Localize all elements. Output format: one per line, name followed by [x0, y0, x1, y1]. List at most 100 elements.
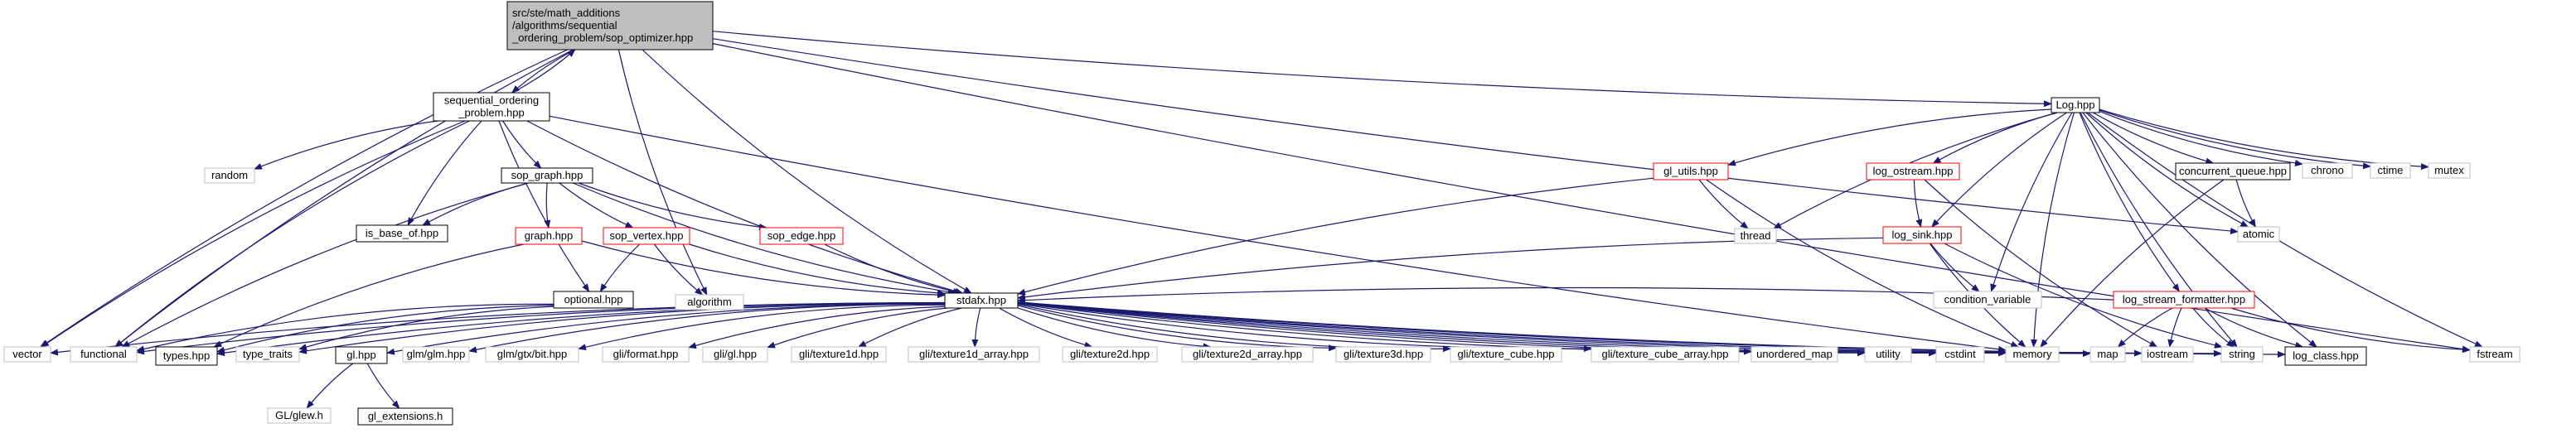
node-logstreamfmt[interactable]: log_stream_formatter.hpp: [2113, 291, 2255, 309]
edge-root-to-fstream: [712, 43, 2471, 353]
node-box-map: [2089, 346, 2126, 363]
edge-sopgraph-to-sopedge: [578, 182, 767, 230]
node-box-logstreamfmt: [2113, 291, 2255, 309]
node-label-ctime-0: ctime: [2377, 164, 2403, 176]
node-chrono: chrono: [2302, 162, 2353, 179]
node-graphhpp[interactable]: graph.hpp: [515, 227, 583, 245]
node-glext[interactable]: gl_extensions.h: [357, 407, 453, 426]
edge-stdafx-to-glitex1d: [857, 307, 962, 348]
node-label-glicubea-0: gli/texture_cube_array.hpp: [1602, 348, 1729, 360]
edge-seqprob-to-random: [254, 120, 438, 170]
node-label-gligl-0: gli/gl.hpp: [714, 348, 757, 360]
node-optional[interactable]: optional.hpp: [553, 291, 634, 309]
node-box-glicubea: [1591, 346, 1740, 363]
node-sopvertex[interactable]: sop_vertex.hpp: [603, 227, 690, 245]
node-label-string-0: string: [2229, 348, 2255, 360]
edge-stdafx-to-glitex1da: [971, 307, 981, 348]
node-box-concqueue: [2175, 162, 2291, 180]
node-glmgtx: glm/gtx/bit.hpp: [485, 346, 579, 363]
edge-glutils-to-thread: [1698, 179, 1749, 229]
node-box-logostream: [1866, 162, 1960, 180]
node-label-sopgraph-0: sop_graph.hpp: [511, 169, 583, 181]
node-label-root-1: /algorithms/sequential: [512, 19, 617, 31]
node-glutils[interactable]: gl_utils.hpp: [1653, 162, 1729, 180]
edge-sopgraph-to-functional: [121, 182, 529, 348]
edge-stdafx-to-map: [1017, 301, 2091, 357]
node-label-vector-0: vector: [12, 348, 42, 360]
node-glew: GL/glew.h: [267, 407, 332, 424]
edge-concqueue-to-memory: [2040, 179, 2225, 348]
edge-stdafx-to-utility: [1017, 302, 1866, 357]
node-label-algorithm-0: algorithm: [687, 296, 731, 308]
edge-sopvertex-to-algorithm: [654, 243, 704, 296]
node-label-utility-0: utility: [1876, 348, 1901, 360]
node-label-isbase-0: is_base_of.hpp: [366, 227, 438, 239]
node-glicube: gli/texture_cube.hpp: [1450, 346, 1562, 363]
edge-loghpp-to-logclass: [2082, 112, 2317, 348]
node-sopgraph[interactable]: sop_graph.hpp: [501, 167, 593, 184]
node-box-ctime: [2370, 162, 2411, 179]
node-root[interactable]: src/ste/math_additions/algorithms/sequen…: [506, 1, 714, 51]
node-seqprob[interactable]: sequential_ordering_problem.hpp: [433, 92, 550, 122]
node-box-glitex2da: [1181, 346, 1314, 363]
node-label-seqprob-0: sequential_ordering: [444, 94, 539, 107]
node-box-glitex1da: [908, 346, 1040, 363]
node-label-root-2: _ordering_problem/sop_optimizer.hpp: [511, 31, 693, 44]
node-label-logclass-0: log_class.hpp: [2293, 349, 2359, 362]
node-box-optional: [553, 291, 634, 309]
node-types[interactable]: types.hpp: [155, 346, 218, 366]
node-algorithm: algorithm: [675, 294, 744, 310]
node-glhpp[interactable]: gl.hpp: [335, 346, 388, 364]
node-logclass[interactable]: log_class.hpp: [2284, 346, 2367, 366]
node-box-iostream: [2141, 346, 2194, 363]
node-label-logostream-0: log_ostream.hpp: [1873, 165, 1954, 177]
node-glmglm: glm/glm.hpp: [402, 346, 470, 363]
node-memory: memory: [2005, 346, 2060, 363]
node-logostream[interactable]: log_ostream.hpp: [1866, 162, 1960, 180]
edge-logostream-to-logsink: [1913, 179, 1923, 228]
node-iostream: iostream: [2141, 346, 2194, 363]
edge-loghpp-to-atomic: [2085, 112, 2249, 228]
node-label-types-0: types.hpp: [163, 349, 210, 362]
node-label-glew-0: GL/glew.h: [275, 409, 323, 421]
node-concqueue[interactable]: concurrent_queue.hpp: [2175, 162, 2291, 180]
node-ctime: ctime: [2370, 162, 2411, 179]
node-label-typetraits-0: type_traits: [243, 348, 293, 360]
node-sopedge[interactable]: sop_edge.hpp: [759, 227, 844, 245]
node-label-glitex2da-0: gli/texture2d_array.hpp: [1193, 348, 1302, 360]
node-box-glext: [357, 407, 453, 426]
node-label-loghpp-0: Log.hpp: [2056, 99, 2095, 111]
node-label-root-0: src/ste/math_additions: [512, 7, 621, 19]
node-thread: thread: [1734, 228, 1777, 244]
node-loghpp[interactable]: Log.hpp: [2051, 97, 2100, 113]
edge-loghpp-to-logstreamfmt: [2079, 112, 2180, 292]
node-label-atomic-0: atomic: [2243, 228, 2275, 240]
node-stdafx[interactable]: stdafx.hpp: [944, 292, 1019, 309]
node-glitex2d: gli/texture2d.hpp: [1062, 346, 1158, 363]
node-vector: vector: [3, 346, 51, 363]
node-label-mutex-0: mutex: [2434, 164, 2464, 176]
node-label-glutils-0: gl_utils.hpp: [1663, 165, 1718, 177]
node-box-logclass: [2284, 346, 2367, 366]
edges-layer: [40, 31, 2483, 409]
node-umap: unordered_map: [1750, 346, 1838, 363]
node-box-random: [204, 167, 255, 184]
node-functional: functional: [70, 346, 138, 363]
edge-graphhpp-to-stdafx: [581, 240, 946, 299]
node-isbase[interactable]: is_base_of.hpp: [356, 224, 448, 243]
edge-loghpp-to-fstream: [2087, 112, 2483, 348]
node-box-chrono: [2302, 162, 2353, 179]
node-logsink[interactable]: log_sink.hpp: [1882, 226, 1962, 244]
node-label-chrono-0: chrono: [2311, 164, 2344, 176]
edge-seqprob-to-vector: [41, 120, 466, 348]
node-label-glitex1da-0: gli/texture1d_array.hpp: [919, 348, 1029, 360]
node-label-functional-0: functional: [80, 348, 127, 360]
edge-root-to-functional: [114, 49, 574, 348]
edge-sopgraph-to-isbase: [422, 182, 529, 226]
node-fstream: fstream: [2469, 346, 2520, 363]
node-glicubea: gli/texture_cube_array.hpp: [1591, 346, 1740, 363]
edge-logstreamfmt-to-string: [2192, 307, 2235, 348]
edge-stdafx-to-gliformat: [688, 306, 946, 349]
edge-stdafx-to-gligl: [767, 307, 947, 349]
nodes-layer: src/ste/math_additions/algorithms/sequen…: [3, 1, 2520, 426]
